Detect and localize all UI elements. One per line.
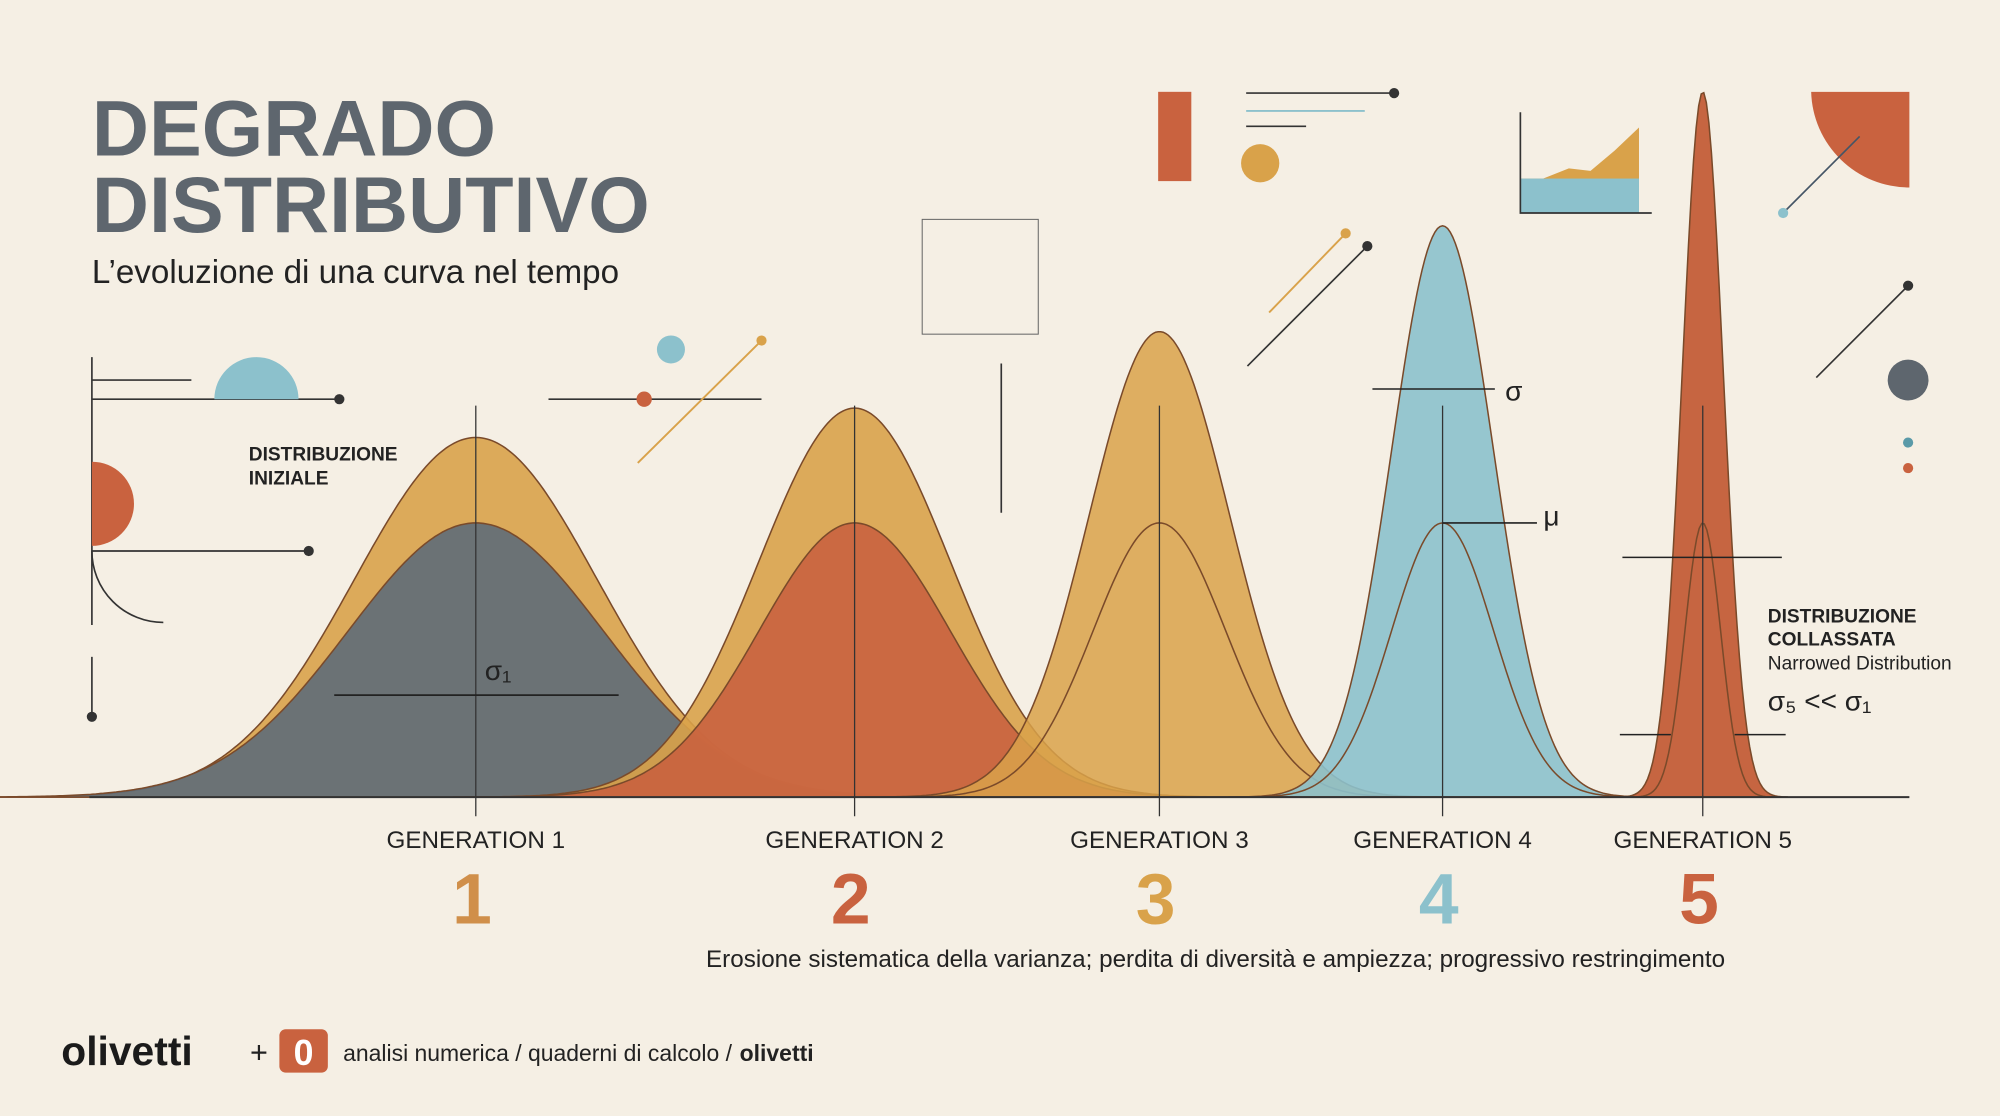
footer-brand: olivetti [740,1040,814,1066]
generation-label: GENERATION 4 [1353,827,1532,854]
logo: 0 [294,1033,314,1073]
generation-number: 3 [1136,859,1176,939]
footer-text: analisi numerica / quaderni di calcolo / [343,1040,733,1066]
subtitle: L’evoluzione di una curva nel tempo [92,254,619,291]
plus: + [250,1035,268,1069]
title-line: DISTRIBUTIVO [92,160,650,249]
footer-text: analisi numerica / quaderni di calcolo /… [343,1040,813,1066]
annotation: σ₁ [485,655,512,686]
generation-label: GENERATION 3 [1070,827,1249,854]
annotation: COLLASSATA [1768,629,1896,650]
decorations [86,88,1929,722]
generation-number: 2 [831,859,871,939]
annotation: σ [1505,375,1522,406]
annotation: μ [1543,500,1559,531]
annotation: σ₅ << σ₁ [1768,685,1872,716]
curves [0,91,1910,817]
brand: olivetti [61,1028,192,1074]
annotation: DISTRIBUZIONE [249,444,398,465]
annotation: DISTRIBUZIONE [1768,606,1917,627]
generation-label: GENERATION 2 [765,827,944,854]
title-line: DEGRADO [92,84,496,173]
caption: Erosione sistematica della varianza; per… [706,946,1725,973]
generation-number: 5 [1679,859,1719,939]
generation-number: 4 [1419,859,1459,939]
generation-number: 1 [452,859,492,939]
generation-label: GENERATION 5 [1613,827,1792,854]
annotation: Narrowed Distribution [1768,654,1952,675]
generation-label: GENERATION 1 [387,827,566,854]
annotation: INIZIALE [249,469,329,490]
logo-box [279,1029,328,1073]
